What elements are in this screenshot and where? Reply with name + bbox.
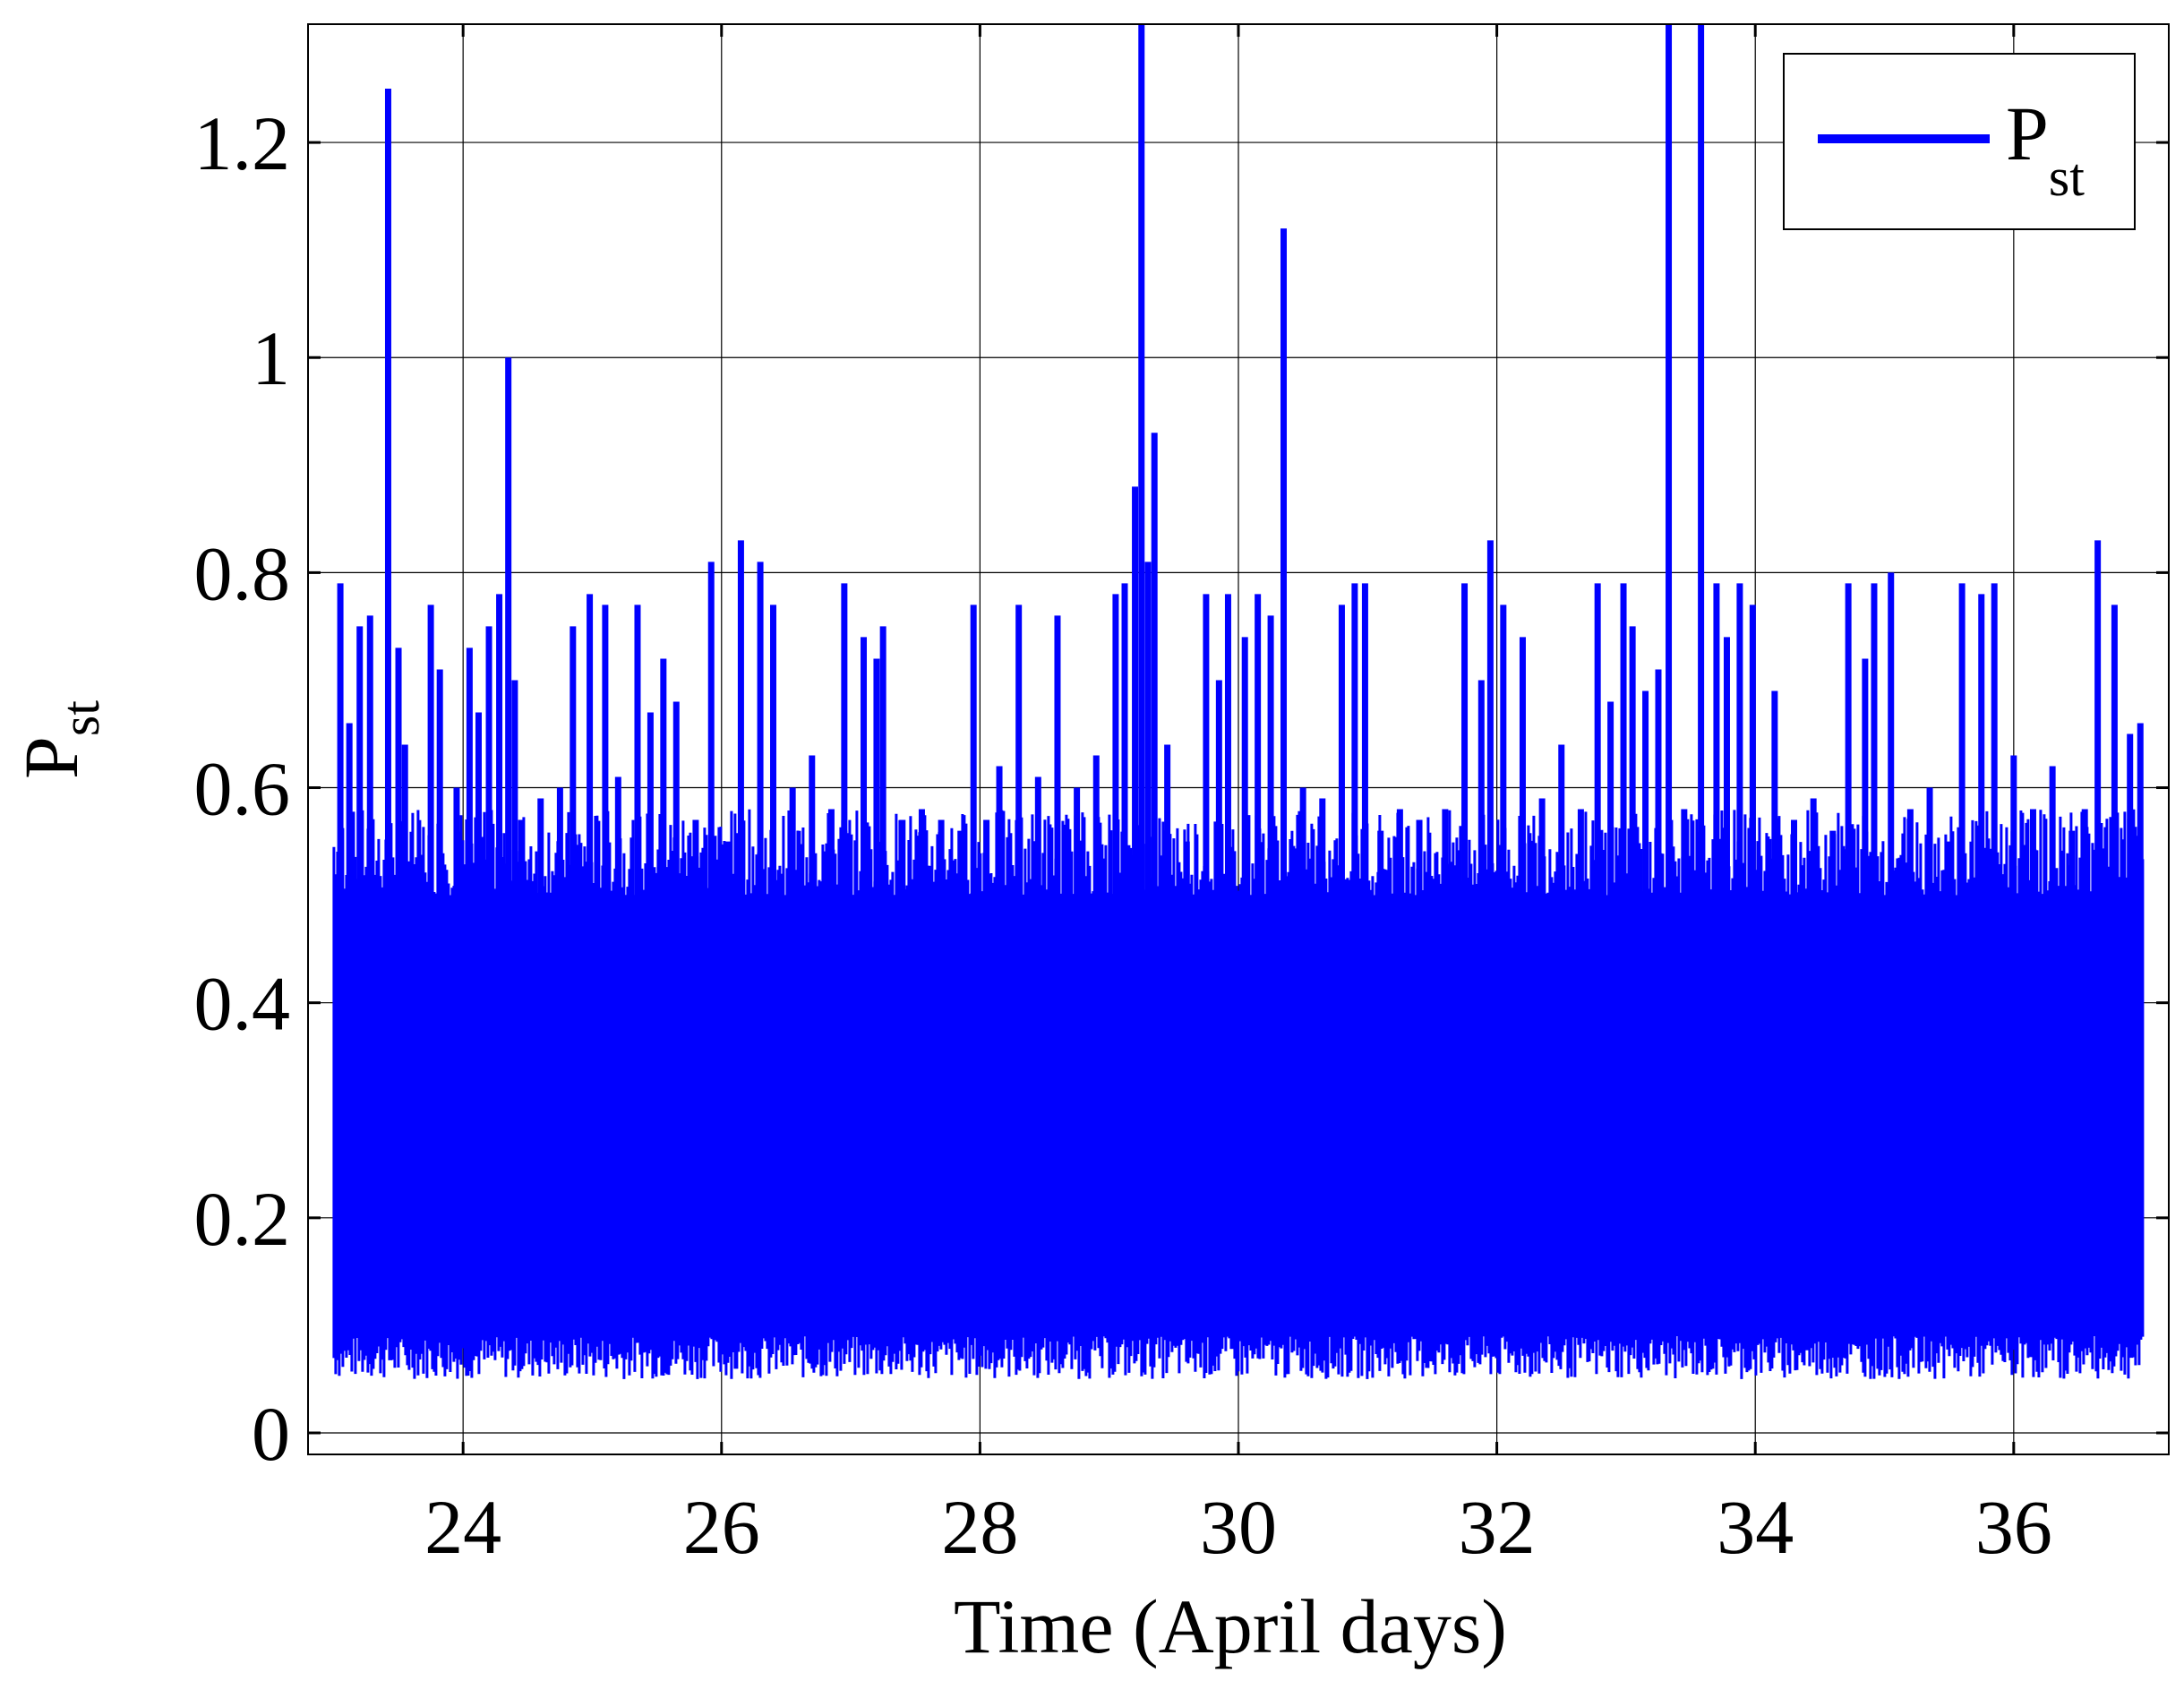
y-tick-label: 0.4: [194, 961, 291, 1047]
x-tick-label: 24: [424, 1484, 501, 1570]
svg-text:Pst: Pst: [8, 700, 110, 779]
x-tick-label: 26: [683, 1484, 760, 1570]
y-axis-label-sub: st: [51, 700, 110, 736]
series-core-fill: [333, 981, 2144, 1325]
y-tick-label: 1: [252, 315, 290, 401]
y-axis-label-main: P: [8, 736, 94, 779]
x-tick-label: 30: [1200, 1484, 1277, 1570]
x-tick-label: 34: [1717, 1484, 1794, 1570]
x-axis-label: Time (April days): [954, 1583, 1507, 1669]
x-ticks: 24 26 28 30 32 34 36: [424, 24, 2052, 1570]
legend-label-sub: st: [2049, 148, 2085, 207]
legend: Pst: [1783, 53, 2136, 230]
y-tick-label: 0.2: [194, 1176, 291, 1262]
x-tick-label: 28: [941, 1484, 1018, 1570]
legend-label-main: P: [2006, 90, 2049, 176]
y-tick-label: 1.2: [194, 100, 291, 186]
y-tick-label: 0: [252, 1391, 290, 1477]
x-tick-label: 36: [1975, 1484, 2052, 1570]
y-ticks: 0 0.2 0.4 0.6 0.8 1 1.2: [194, 100, 2169, 1477]
x-tick-label: 32: [1459, 1484, 1536, 1570]
y-tick-label: 0.6: [194, 746, 291, 832]
y-axis-label: Pst: [8, 700, 110, 779]
legend-label-pst: Pst: [2006, 90, 2085, 207]
y-tick-label: 0.8: [194, 530, 291, 616]
series-pst: [332, 24, 2145, 1379]
